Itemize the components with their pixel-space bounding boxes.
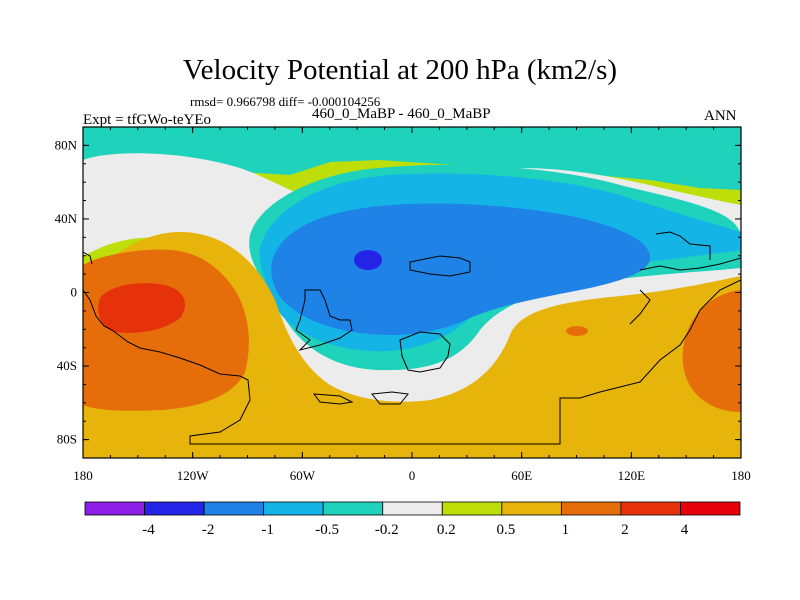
contour-indo-pacific-gold — [83, 232, 741, 458]
contour-maximum — [98, 283, 185, 333]
contour-north-band — [83, 127, 741, 190]
colorbar-swatch — [263, 501, 324, 516]
coastline-north-a — [409, 255, 471, 277]
colorbar-level-label: -0.2 — [375, 522, 399, 538]
contour-fill-layer — [83, 127, 741, 458]
colorbar-level-label: 1 — [562, 522, 570, 538]
contour-atlantic-mid-blue — [271, 203, 650, 336]
coastline-east-a — [639, 257, 741, 271]
chart-title: Velocity Potential at 200 hPa (km2/s) — [182, 54, 618, 86]
colorbar-level-label: 2 — [621, 522, 629, 538]
x-tick-label: 180 — [731, 468, 751, 483]
contour-indian-ocean-blob — [566, 326, 588, 336]
coastline-tropical-islands — [295, 289, 353, 351]
coastline-west-edge — [83, 251, 93, 265]
colorbar-swatch — [322, 501, 384, 516]
experiment-label: Expt = tfGWo-teYEo — [83, 112, 212, 128]
colorbar-swatch — [560, 501, 622, 516]
contour-southwest-pacific-orange — [682, 290, 741, 412]
colorbar-level-label: -1 — [261, 522, 274, 538]
colorbar-level-label: -4 — [142, 522, 155, 538]
axis-ticks — [82, 126, 742, 459]
coastline-equatorial — [399, 331, 451, 373]
colorbar-swatch — [84, 501, 145, 516]
coastline-east-b — [655, 231, 711, 260]
y-tick-label: 40N — [55, 211, 78, 226]
colorbar-level-label: 4 — [681, 522, 689, 538]
colorbar-level-label: 0.2 — [437, 522, 456, 538]
coastline-south-b — [371, 391, 409, 405]
x-tick-label: 60W — [290, 468, 316, 483]
y-tick-label: 80S — [57, 432, 77, 447]
case-label: 460_0_MaBP - 460_0_MaBP — [312, 106, 491, 122]
x-tick-label: 180 — [73, 468, 93, 483]
continent-outlines — [83, 231, 741, 445]
colorbar-swatch — [620, 501, 681, 516]
x-tick-label: 120E — [618, 468, 646, 483]
stats-text: rmsd= 0.966798 diff= -0.000104256 — [190, 94, 381, 109]
colorbar: -4 -2 -1 -0.5 -0.2 0.2 0.5 1 2 4 — [84, 501, 741, 538]
y-tick-label: 40S — [57, 358, 77, 373]
colorbar-level-label: -2 — [202, 522, 215, 538]
coastline-east-c — [629, 289, 651, 325]
colorbar-swatch — [501, 501, 562, 516]
colorbar-swatch — [382, 501, 443, 516]
coastline-south — [312, 393, 354, 405]
y-tick-label: 80N — [55, 137, 78, 152]
contour-minimum — [354, 250, 382, 270]
colorbar-level-label: -0.5 — [315, 522, 339, 538]
x-tick-label: 120W — [177, 468, 210, 483]
colorbar-swatch — [203, 501, 265, 516]
colorbar-swatch — [144, 501, 205, 516]
x-tick-label: 0 — [409, 468, 416, 483]
colorbar-swatch — [680, 501, 741, 516]
y-tick-label: 0 — [71, 285, 78, 300]
coastline-western — [83, 279, 741, 445]
colorbar-swatch — [441, 501, 503, 516]
x-tick-label: 60E — [511, 468, 532, 483]
colorbar-level-label: 0.5 — [496, 522, 515, 538]
season-label: ANN — [704, 108, 737, 124]
axis-tick-labels: 180 120W 60W 0 60E 120E 180 80N 40N 0 40S 80S — [55, 137, 751, 483]
